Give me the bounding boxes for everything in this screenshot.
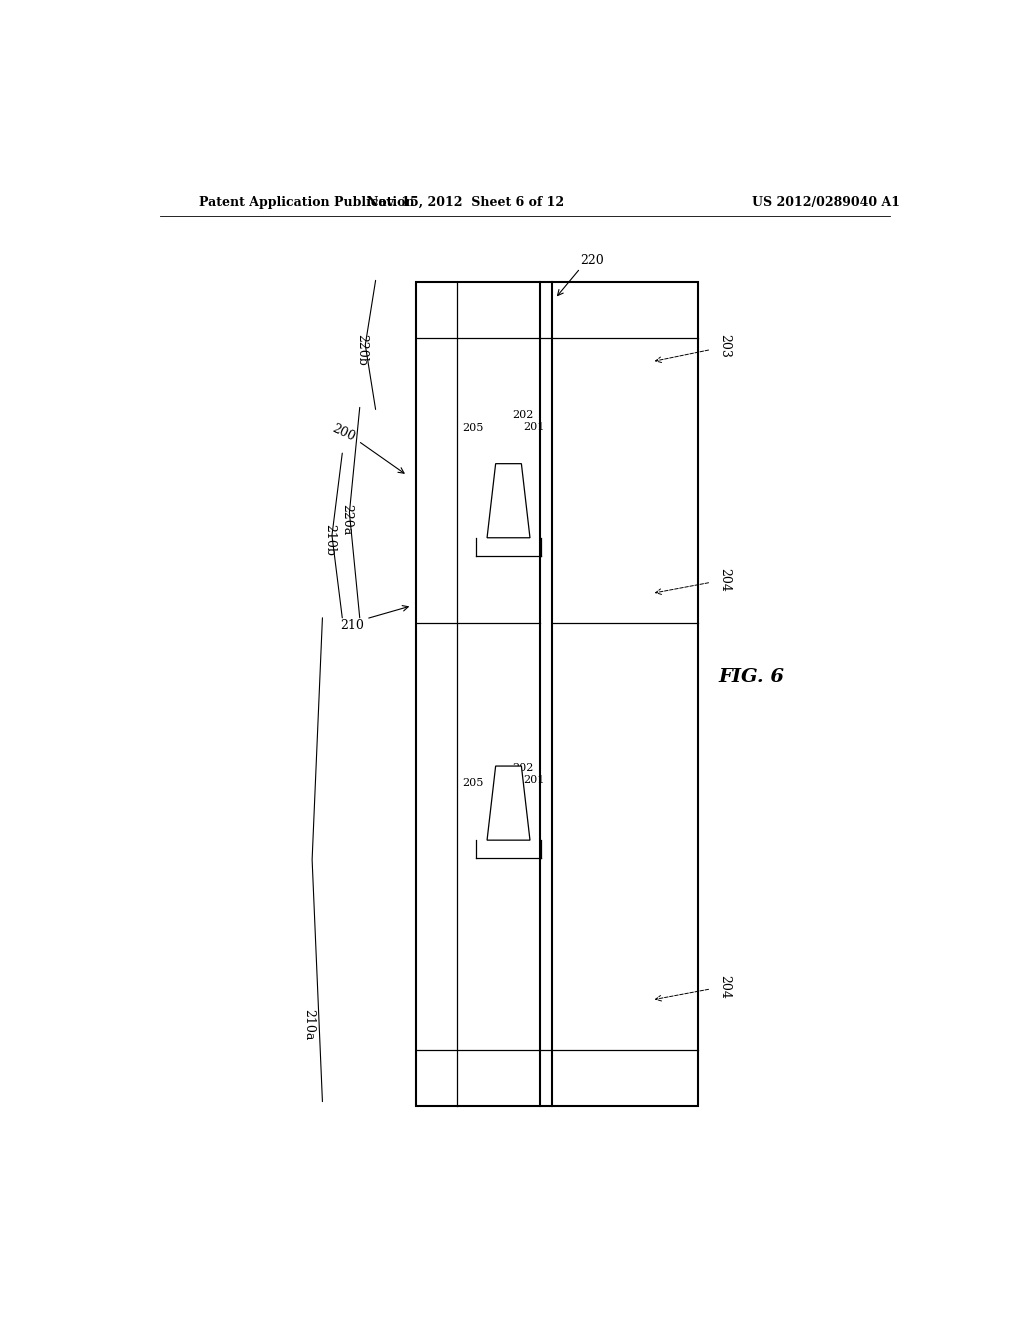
Text: 210b: 210b (324, 524, 336, 556)
Text: 220b: 220b (355, 334, 369, 366)
Text: 203: 203 (718, 334, 731, 358)
Text: 220: 220 (581, 253, 604, 267)
Text: FIG. 6: FIG. 6 (718, 668, 784, 686)
Text: 205: 205 (463, 422, 484, 433)
Text: 201: 201 (523, 421, 545, 432)
Text: Nov. 15, 2012  Sheet 6 of 12: Nov. 15, 2012 Sheet 6 of 12 (367, 195, 564, 209)
Text: 220a: 220a (341, 504, 353, 535)
Bar (416, 282, 697, 1106)
Polygon shape (487, 766, 530, 840)
Text: 210: 210 (340, 619, 364, 632)
Text: Patent Application Publication: Patent Application Publication (200, 195, 415, 209)
Text: US 2012/0289040 A1: US 2012/0289040 A1 (753, 195, 900, 209)
Text: 210a: 210a (302, 1008, 315, 1040)
Polygon shape (487, 463, 530, 537)
Text: 202: 202 (513, 409, 534, 420)
Text: 204: 204 (718, 569, 731, 593)
Text: 205: 205 (463, 779, 484, 788)
Text: 202: 202 (513, 763, 534, 774)
Text: 204: 204 (718, 975, 731, 999)
Text: 201: 201 (523, 775, 545, 785)
Text: 200: 200 (331, 422, 357, 444)
